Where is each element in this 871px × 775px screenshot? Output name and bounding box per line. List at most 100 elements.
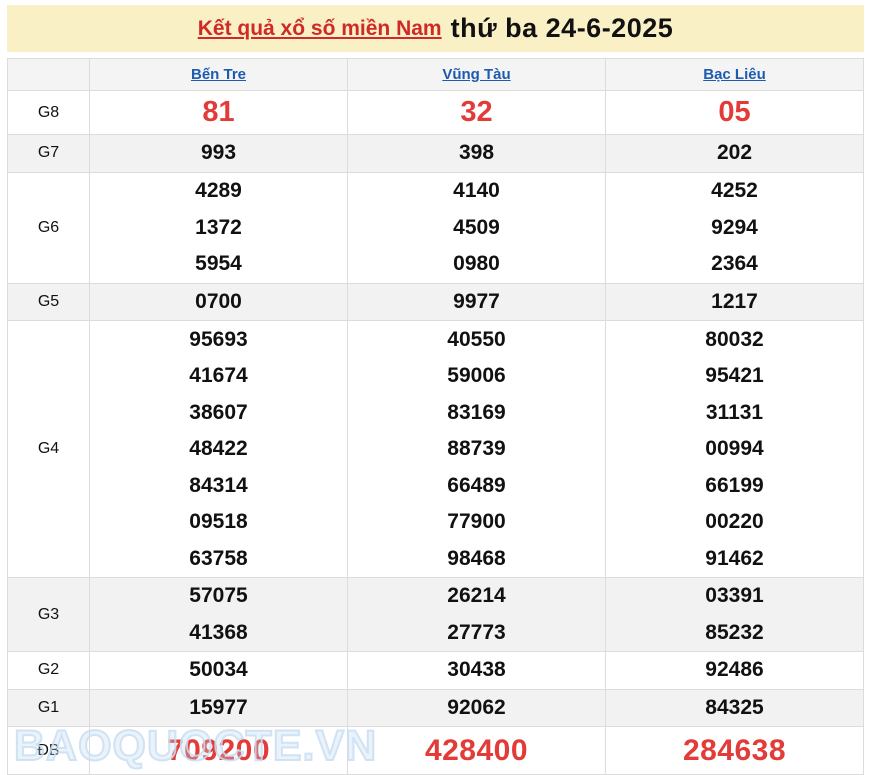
prize-label: G2 bbox=[7, 651, 90, 690]
prize-label: G4 bbox=[7, 320, 90, 578]
prize-label: ĐB bbox=[7, 726, 90, 775]
result-number: 2364 bbox=[711, 252, 758, 275]
result-number: 30438 bbox=[447, 658, 506, 682]
result-cell: 80032 95421 31131 00994 66199 00220 9146… bbox=[605, 320, 864, 578]
result-number: 66199 bbox=[705, 473, 764, 497]
table-row-g5: G5 0700 9977 1217 bbox=[7, 282, 864, 321]
result-number: 85232 bbox=[705, 620, 764, 644]
table-row-g4: G4 95693 41674 38607 48422 84314 09518 6… bbox=[7, 320, 864, 578]
result-cell: 9977 bbox=[347, 282, 606, 321]
table-row-g2: G2 50034 30438 92486 bbox=[7, 651, 864, 690]
result-cell: 57075 41368 bbox=[89, 577, 348, 652]
result-cell: 26214 27773 bbox=[347, 577, 606, 652]
result-number: 993 bbox=[200, 141, 237, 165]
prize-label: G6 bbox=[7, 171, 90, 284]
province-link-bac-lieu[interactable]: Bạc Liêu bbox=[703, 66, 766, 83]
result-number: 40550 bbox=[447, 327, 506, 351]
result-cell: 92486 bbox=[605, 651, 864, 690]
result-number: 0980 bbox=[453, 252, 500, 275]
result-cell: 50034 bbox=[89, 651, 348, 690]
draw-date-text: thứ ba 24-6-2025 bbox=[450, 13, 674, 43]
result-cell: 05 bbox=[605, 90, 864, 135]
result-cell: 92062 bbox=[347, 688, 606, 727]
result-cell: 398 bbox=[347, 134, 606, 173]
results-table: Bến Tre Vũng Tàu Bạc Liêu G8 81 32 05 G7… bbox=[7, 58, 864, 775]
province-header-bac-lieu: Bạc Liêu bbox=[605, 58, 864, 91]
result-number: 9294 bbox=[711, 215, 758, 239]
result-number: 95421 bbox=[705, 364, 764, 387]
region-result-link[interactable]: Kết quả xổ số miền Nam bbox=[197, 16, 442, 40]
result-number: 26214 bbox=[447, 584, 506, 608]
table-row-g1: G1 15977 92062 84325 bbox=[7, 688, 864, 727]
table-row-g8: G8 81 32 05 bbox=[7, 90, 864, 135]
result-number: 1372 bbox=[195, 215, 242, 239]
prize-column-header bbox=[7, 58, 90, 91]
result-number: 00994 bbox=[705, 437, 764, 460]
result-cell: 03391 85232 bbox=[605, 577, 864, 652]
result-number: 66489 bbox=[447, 473, 506, 497]
result-number: 5954 bbox=[195, 252, 242, 275]
result-number: 4140 bbox=[453, 179, 500, 202]
result-number: 48422 bbox=[189, 437, 248, 460]
column-header-row: Bến Tre Vũng Tàu Bạc Liêu bbox=[7, 58, 864, 91]
result-number: 50034 bbox=[189, 658, 248, 682]
result-number: 15977 bbox=[189, 695, 248, 719]
table-row-g3: G3 57075 41368 26214 27773 03391 85232 bbox=[7, 577, 864, 652]
result-cell: 15977 bbox=[89, 688, 348, 727]
province-header-vung-tau: Vũng Tàu bbox=[347, 58, 606, 91]
result-number: 27773 bbox=[447, 620, 506, 644]
result-number: 91462 bbox=[705, 546, 764, 570]
result-number: 57075 bbox=[189, 584, 248, 608]
result-number: 00220 bbox=[705, 510, 764, 533]
result-number: 84325 bbox=[705, 695, 764, 719]
result-cell: 4289 1372 5954 bbox=[89, 171, 348, 284]
result-number: 88739 bbox=[447, 437, 506, 460]
result-cell: 428400 bbox=[347, 726, 606, 775]
result-cell: 1217 bbox=[605, 282, 864, 321]
result-number: 9977 bbox=[453, 289, 500, 313]
prize-label: G8 bbox=[7, 90, 90, 135]
result-cell: 30438 bbox=[347, 651, 606, 690]
result-number: 63758 bbox=[189, 546, 248, 570]
province-link-vung-tau[interactable]: Vũng Tàu bbox=[442, 66, 511, 83]
result-number: 98468 bbox=[447, 546, 506, 570]
result-number: 84314 bbox=[189, 473, 248, 497]
result-number: 709200 bbox=[166, 733, 271, 767]
result-cell: 284638 bbox=[605, 726, 864, 775]
result-number: 80032 bbox=[705, 327, 764, 351]
result-number: 0700 bbox=[195, 289, 242, 313]
result-cell: 95693 41674 38607 48422 84314 09518 6375… bbox=[89, 320, 348, 578]
result-number: 05 bbox=[718, 96, 751, 128]
result-number: 1217 bbox=[711, 289, 758, 313]
result-number: 398 bbox=[458, 141, 495, 165]
province-link-ben-tre[interactable]: Bến Tre bbox=[190, 66, 247, 83]
result-number: 4252 bbox=[711, 179, 758, 202]
table-row-g6: G6 4289 1372 5954 4140 4509 0980 4252 92… bbox=[7, 171, 864, 284]
result-number: 202 bbox=[716, 141, 753, 165]
result-cell: 202 bbox=[605, 134, 864, 173]
result-cell: 4140 4509 0980 bbox=[347, 171, 606, 284]
prize-label: G7 bbox=[7, 134, 90, 173]
result-number: 59006 bbox=[447, 364, 506, 387]
result-number: 09518 bbox=[189, 510, 248, 533]
result-number: 81 bbox=[202, 96, 235, 128]
result-number: 31131 bbox=[705, 400, 764, 424]
table-row-g7: G7 993 398 202 bbox=[7, 134, 864, 173]
result-number: 284638 bbox=[682, 733, 787, 767]
result-cell: 993 bbox=[89, 134, 348, 173]
result-number: 41368 bbox=[189, 620, 248, 644]
result-number: 41674 bbox=[189, 364, 248, 387]
title-banner: Kết quả xổ số miền Nam thứ ba 24-6-2025 bbox=[7, 5, 864, 52]
result-number: 92486 bbox=[705, 658, 764, 682]
table-row-db: ĐB 709200 428400 284638 bbox=[7, 726, 864, 775]
prize-label: G3 bbox=[7, 577, 90, 652]
result-cell: 40550 59006 83169 88739 66489 77900 9846… bbox=[347, 320, 606, 578]
result-number: 4509 bbox=[453, 215, 500, 239]
prize-label: G1 bbox=[7, 688, 90, 727]
result-number: 92062 bbox=[447, 695, 506, 719]
result-number: 83169 bbox=[447, 400, 506, 424]
prize-label: G5 bbox=[7, 282, 90, 321]
result-cell: 709200 bbox=[89, 726, 348, 775]
result-cell: 81 bbox=[89, 90, 348, 135]
